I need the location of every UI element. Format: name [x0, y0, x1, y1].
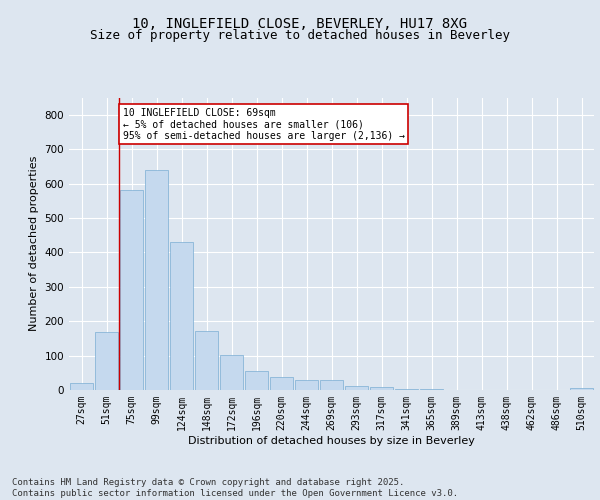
Text: Size of property relative to detached houses in Beverley: Size of property relative to detached ho… [90, 29, 510, 42]
Bar [370, 387, 393, 390]
Bar [570, 388, 593, 390]
Bar [320, 380, 343, 390]
Text: 10 INGLEFIELD CLOSE: 69sqm
← 5% of detached houses are smaller (106)
95% of semi: 10 INGLEFIELD CLOSE: 69sqm ← 5% of detac… [123, 108, 405, 141]
Bar [195, 331, 218, 390]
Bar [170, 242, 193, 390]
Text: Contains HM Land Registry data © Crown copyright and database right 2025.
Contai: Contains HM Land Registry data © Crown c… [12, 478, 458, 498]
X-axis label: Distribution of detached houses by size in Beverley: Distribution of detached houses by size … [188, 436, 475, 446]
Bar [270, 377, 293, 390]
Bar [120, 190, 143, 390]
Bar [95, 332, 118, 390]
Text: 10, INGLEFIELD CLOSE, BEVERLEY, HU17 8XG: 10, INGLEFIELD CLOSE, BEVERLEY, HU17 8XG [133, 18, 467, 32]
Bar [345, 386, 368, 390]
Y-axis label: Number of detached properties: Number of detached properties [29, 156, 39, 332]
Bar [70, 383, 93, 390]
Bar [220, 354, 243, 390]
Bar [245, 371, 268, 390]
Bar [295, 380, 318, 390]
Bar [145, 170, 168, 390]
